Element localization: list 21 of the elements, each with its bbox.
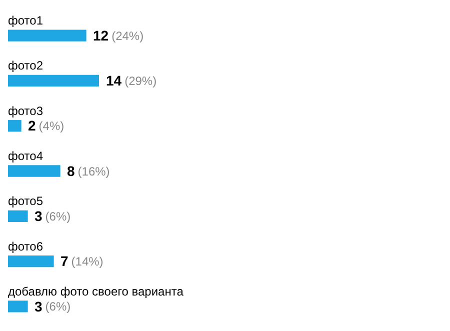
y-tick-label: фото2 [8,58,44,73]
data-label: 3 (6%) [34,208,71,224]
data-label: 3 (6%) [34,298,71,314]
bar [8,74,99,87]
y-tick-label: фото3 [8,104,44,118]
data-label: 8 (16%) [67,162,110,179]
data-label: 12 (24%) [93,27,144,44]
y-tick-label: фото4 [8,149,44,163]
bar [8,210,28,222]
y-tick-label: добавлю фото своего варианта [8,284,184,298]
bar [8,255,54,268]
y-tick-label: фото1 [8,14,44,28]
data-label: 14 (29%) [106,72,157,89]
bar [8,120,22,132]
y-tick-label: фото6 [8,239,44,254]
bar [8,30,86,42]
bar [8,165,60,177]
y-tick-label: фото5 [8,194,44,208]
data-label: 2 (4%) [28,118,64,134]
bar [8,300,28,312]
data-label: 7 (14%) [60,253,104,270]
